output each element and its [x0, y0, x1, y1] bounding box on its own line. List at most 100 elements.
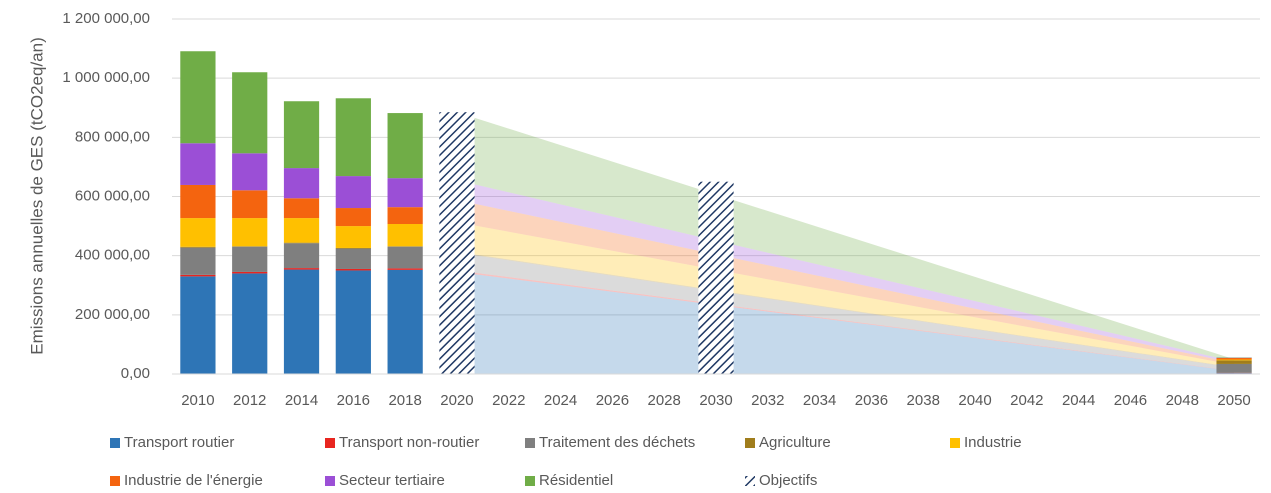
x-tick-label: 2030	[699, 392, 732, 409]
bar-segment	[335, 176, 371, 209]
bar-segment	[232, 271, 268, 274]
legend-label: Secteur tertiaire	[339, 472, 445, 489]
x-tick-label: 2034	[803, 392, 836, 409]
x-tick-label: 2020	[440, 392, 473, 409]
x-tick-label: 2026	[596, 392, 629, 409]
bar-segment	[232, 190, 268, 219]
bar-segment	[1216, 360, 1252, 364]
bar-segment	[180, 51, 216, 144]
bar-segment	[335, 98, 371, 177]
legend-swatch	[525, 438, 535, 448]
objective-bar	[439, 112, 475, 374]
x-tick-label: 2038	[907, 392, 940, 409]
x-tick-label: 2042	[1010, 392, 1043, 409]
x-tick-label: 2022	[492, 392, 525, 409]
x-tick-label: 2046	[1114, 392, 1147, 409]
bar-segment	[180, 276, 216, 374]
legend-label: Industrie de l'énergie	[124, 472, 263, 489]
legend-swatch	[110, 438, 120, 448]
x-tick-label: 2014	[285, 392, 318, 409]
legend-label: Traitement des déchets	[539, 434, 695, 451]
x-tick-label: 2032	[751, 392, 784, 409]
projection-area	[456, 252, 1235, 371]
projection-area	[456, 270, 1235, 372]
x-tick-label: 2036	[855, 392, 888, 409]
bar-segment	[180, 246, 216, 248]
x-tick-label: 2048	[1166, 392, 1199, 409]
bar-segment	[180, 274, 216, 277]
bar-segment	[387, 246, 423, 269]
legend-swatch	[745, 476, 755, 486]
legend-swatch	[110, 476, 120, 486]
y-tick-label: 1 000 000,00	[62, 69, 150, 86]
bar-segment	[387, 269, 423, 374]
bar-segment	[232, 72, 268, 154]
bar-segment	[387, 246, 423, 247]
legend-swatch	[325, 438, 335, 448]
bar-segment	[1216, 358, 1252, 360]
x-tick-label: 2028	[648, 392, 681, 409]
bar-segment	[232, 246, 268, 272]
y-tick-label: 600 000,00	[75, 187, 150, 204]
bar-segment	[283, 198, 320, 219]
x-tick-label: 2044	[1062, 392, 1095, 409]
bar-segment	[232, 153, 268, 191]
bar-segment	[232, 273, 268, 374]
bar-segment	[1216, 363, 1252, 373]
legend-swatch	[325, 476, 335, 486]
legend-label: Industrie	[964, 434, 1022, 451]
legend-label: Objectifs	[759, 472, 817, 489]
y-tick-label: 200 000,00	[75, 306, 150, 323]
x-tick-label: 2012	[233, 392, 266, 409]
legend-label: Résidentiel	[539, 472, 613, 489]
bar-segment	[283, 218, 320, 243]
projection-area	[456, 271, 1235, 374]
bar-segment	[180, 218, 216, 247]
projection-area	[456, 180, 1235, 364]
x-tick-label: 2024	[544, 392, 577, 409]
bar-segment	[283, 268, 320, 270]
legend-swatch	[950, 438, 960, 448]
y-axis-title: Emissions annuelles de GES (tCO2eq/an)	[27, 37, 46, 355]
projection-area	[456, 222, 1235, 368]
y-tick-label: 0,00	[121, 365, 150, 382]
bar-segment	[387, 207, 423, 225]
x-tick-label: 2040	[958, 392, 991, 409]
x-tick-label: 2016	[337, 392, 370, 409]
bar-segment	[387, 224, 423, 247]
bar-segment	[387, 113, 423, 179]
bar-segment	[232, 246, 268, 247]
bar-segment	[335, 247, 371, 249]
bar-segment	[335, 268, 371, 271]
bar-segment	[1216, 359, 1252, 361]
x-tick-label: 2018	[388, 392, 421, 409]
legend-label: Transport non-routier	[339, 434, 479, 451]
bar-segment	[387, 268, 423, 270]
y-tick-label: 800 000,00	[75, 128, 150, 145]
bar-segment	[335, 248, 371, 269]
bar-segment	[283, 168, 320, 199]
x-tick-label: 2050	[1217, 392, 1250, 409]
bar-segment	[283, 269, 320, 374]
bar-segment	[180, 143, 216, 185]
bar-segment	[283, 243, 320, 269]
y-tick-label: 400 000,00	[75, 247, 150, 264]
bar-segment	[232, 218, 268, 247]
bar-segment	[180, 247, 216, 275]
bar-segment	[283, 242, 320, 244]
bar-segment	[387, 178, 423, 208]
x-tick-label: 2010	[181, 392, 214, 409]
bar-segment	[335, 208, 371, 227]
objective-bar	[698, 181, 734, 374]
bar-segment	[335, 226, 371, 248]
y-tick-label: 1 200 000,00	[62, 10, 150, 27]
projection-area	[456, 200, 1235, 365]
legend-swatch	[745, 438, 755, 448]
bar-segment	[180, 184, 216, 219]
legend-label: Agriculture	[759, 434, 831, 451]
bar-segment	[335, 270, 371, 374]
legend-label: Transport routier	[124, 434, 234, 451]
bar-segment	[283, 101, 320, 169]
projection-area	[456, 112, 1235, 362]
